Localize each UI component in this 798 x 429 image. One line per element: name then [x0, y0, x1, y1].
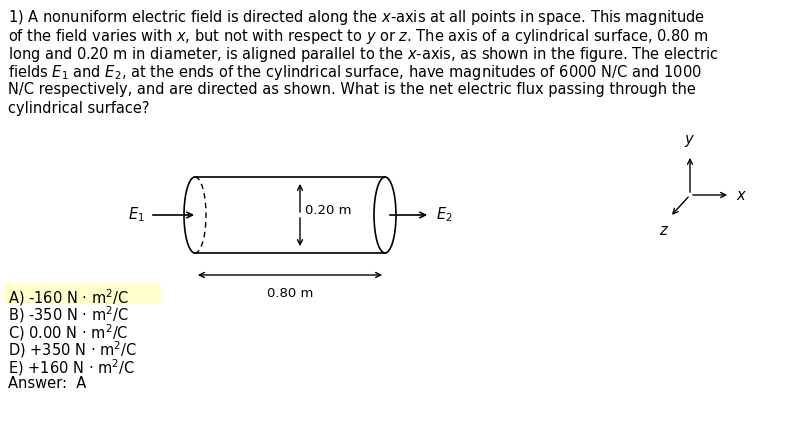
- Text: 0.80 m: 0.80 m: [267, 287, 313, 300]
- Text: long and 0.20 m in diameter, is aligned parallel to the $x$-axis, as shown in th: long and 0.20 m in diameter, is aligned …: [8, 45, 718, 64]
- FancyBboxPatch shape: [4, 283, 161, 304]
- Text: C) 0.00 N · m$^2$/C: C) 0.00 N · m$^2$/C: [8, 322, 128, 343]
- Text: B) -350 N · m$^2$/C: B) -350 N · m$^2$/C: [8, 305, 129, 325]
- Text: E) +160 N · m$^2$/C: E) +160 N · m$^2$/C: [8, 357, 135, 378]
- Text: fields $E_1$ and $E_2$, at the ends of the cylindrical surface, have magnitudes : fields $E_1$ and $E_2$, at the ends of t…: [8, 63, 701, 82]
- Text: cylindrical surface?: cylindrical surface?: [8, 100, 149, 115]
- Text: 1) A nonuniform electric field is directed along the $x$-axis at all points in s: 1) A nonuniform electric field is direct…: [8, 8, 705, 27]
- Text: 0.20 m: 0.20 m: [305, 203, 351, 217]
- Text: of the field varies with $x$, but not with respect to $y$ or $z$. The axis of a : of the field varies with $x$, but not wi…: [8, 27, 709, 45]
- Text: $z$: $z$: [659, 223, 669, 238]
- Text: $E_2$: $E_2$: [436, 205, 452, 224]
- Text: $y$: $y$: [685, 133, 696, 149]
- Text: $x$: $x$: [736, 187, 747, 202]
- Text: Answer:  A: Answer: A: [8, 375, 86, 390]
- Text: $E_1$: $E_1$: [128, 205, 144, 224]
- Text: A) -160 N · m$^2$/C: A) -160 N · m$^2$/C: [8, 287, 129, 308]
- Text: N/C respectively, and are directed as shown. What is the net electric flux passi: N/C respectively, and are directed as sh…: [8, 82, 696, 97]
- Text: D) +350 N · m$^2$/C: D) +350 N · m$^2$/C: [8, 339, 137, 360]
